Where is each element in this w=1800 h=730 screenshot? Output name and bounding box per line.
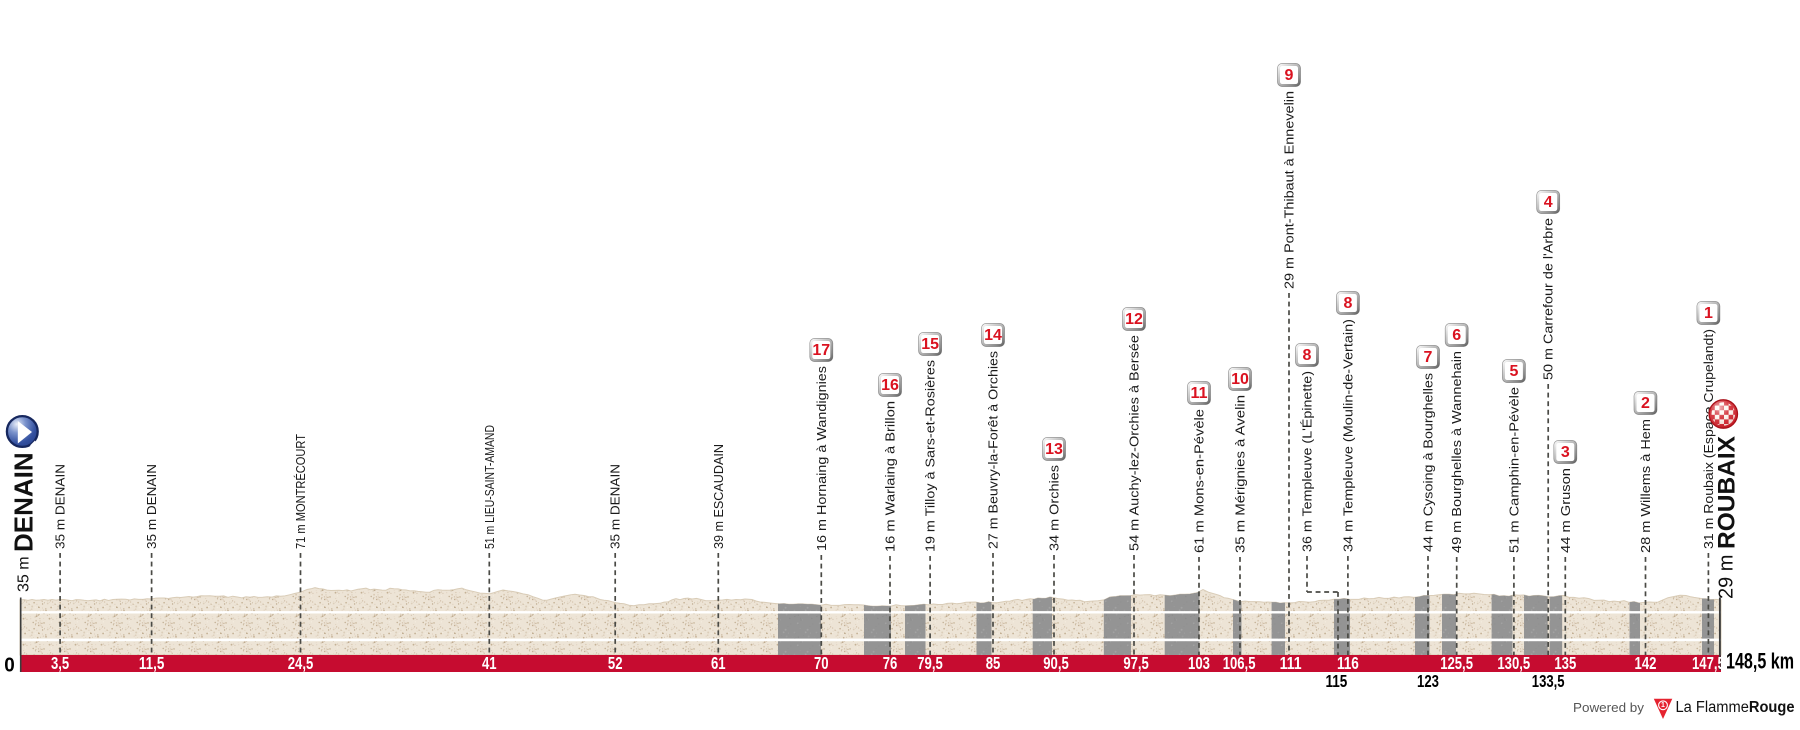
- svg-text:79,5: 79,5: [917, 653, 943, 673]
- svg-text:135: 135: [1554, 653, 1576, 673]
- svg-text:116: 116: [1337, 653, 1359, 673]
- svg-text:3,5: 3,5: [51, 653, 69, 673]
- svg-text:8: 8: [1343, 295, 1352, 312]
- svg-text:133,5: 133,5: [1532, 671, 1565, 691]
- svg-text:44 m Gruson: 44 m Gruson: [1558, 468, 1573, 553]
- svg-text:44 m Cysoing à Bourghelles: 44 m Cysoing à Bourghelles: [1421, 372, 1436, 552]
- svg-text:16 m Hornaing à Wandignies: 16 m Hornaing à Wandignies: [814, 365, 829, 551]
- svg-text:29 m ROUBAIX: 29 m ROUBAIX: [1713, 435, 1740, 599]
- svg-text:125,5: 125,5: [1440, 653, 1473, 673]
- svg-text:51 m Camphin-en-Pévèle: 51 m Camphin-en-Pévèle: [1506, 387, 1521, 553]
- svg-text:39 m ESCAUDAIN: 39 m ESCAUDAIN: [711, 444, 726, 549]
- svg-text:1: 1: [1661, 702, 1665, 709]
- svg-text:35 m DENAIN: 35 m DENAIN: [53, 464, 68, 549]
- svg-text:147,5: 147,5: [1692, 653, 1725, 673]
- svg-text:35 m DENAIN: 35 m DENAIN: [608, 464, 623, 549]
- svg-text:27 m Beuvry-la-Forêt à Orchies: 27 m Beuvry-la-Forêt à Orchies: [986, 350, 1001, 549]
- svg-text:111: 111: [1280, 653, 1302, 673]
- svg-text:142: 142: [1635, 653, 1657, 673]
- svg-text:1: 1: [1704, 305, 1713, 322]
- svg-text:14: 14: [984, 327, 1002, 344]
- svg-text:35 m DENAIN: 35 m DENAIN: [9, 452, 39, 592]
- svg-text:34 m Templeuve (Moulin-de-Vert: 34 m Templeuve (Moulin-de-Vertain): [1340, 319, 1355, 552]
- svg-text:106,5: 106,5: [1223, 653, 1256, 673]
- svg-text:61: 61: [711, 653, 726, 673]
- svg-text:31 m Roubaix (Espace Crupeland: 31 m Roubaix (Espace Crupelandt): [1701, 329, 1716, 549]
- svg-text:70: 70: [814, 653, 829, 673]
- svg-text:71 m MONTRÉCOURT: 71 m MONTRÉCOURT: [293, 434, 308, 549]
- svg-text:0: 0: [4, 654, 15, 677]
- svg-text:52: 52: [608, 653, 623, 673]
- svg-text:17: 17: [812, 342, 830, 359]
- svg-text:19 m Tilloy à Sars-et-Rosières: 19 m Tilloy à Sars-et-Rosières: [923, 359, 938, 552]
- svg-text:2: 2: [1641, 395, 1650, 412]
- svg-text:3: 3: [1561, 444, 1570, 461]
- svg-text:10: 10: [1231, 371, 1249, 388]
- svg-text:35 m DENAIN: 35 m DENAIN: [144, 464, 159, 549]
- svg-text:115: 115: [1325, 671, 1347, 691]
- svg-text:11,5: 11,5: [139, 653, 165, 673]
- svg-text:85: 85: [986, 653, 1001, 673]
- svg-text:36 m Templeuve (L'Épinette): 36 m Templeuve (L'Épinette): [1300, 371, 1315, 552]
- svg-text:148,5 km: 148,5 km: [1726, 649, 1794, 674]
- svg-text:76: 76: [883, 653, 898, 673]
- svg-text:54 m Auchy-lez-Orchies à Bersé: 54 m Auchy-lez-Orchies à Bersée: [1127, 335, 1142, 551]
- svg-text:130,5: 130,5: [1497, 653, 1530, 673]
- svg-text:11: 11: [1191, 385, 1208, 402]
- svg-text:8: 8: [1303, 347, 1312, 364]
- svg-text:61 m Mons-en-Pévèle: 61 m Mons-en-Pévèle: [1192, 409, 1207, 553]
- svg-text:41: 41: [482, 653, 497, 673]
- svg-text:15: 15: [921, 336, 939, 353]
- svg-text:16: 16: [881, 377, 899, 394]
- svg-text:51 m LIEU-SAINT-AMAND: 51 m LIEU-SAINT-AMAND: [482, 425, 497, 549]
- svg-text:Powered by: Powered by: [1573, 700, 1645, 715]
- svg-text:6: 6: [1452, 327, 1461, 344]
- svg-text:34 m Orchies: 34 m Orchies: [1047, 464, 1062, 551]
- svg-text:13: 13: [1045, 441, 1063, 458]
- svg-text:97,5: 97,5: [1123, 653, 1149, 673]
- svg-text:16 m Warlaing à Brillon: 16 m Warlaing à Brillon: [883, 401, 898, 552]
- svg-text:49 m Bourghelles à Wannehain: 49 m Bourghelles à Wannehain: [1449, 351, 1464, 553]
- svg-text:12: 12: [1125, 311, 1143, 328]
- svg-text:4: 4: [1544, 194, 1553, 211]
- svg-text:29 m Pont-Thibaut à Ennevelin: 29 m Pont-Thibaut à Ennevelin: [1282, 91, 1297, 289]
- svg-text:La FlammeRouge: La FlammeRouge: [1676, 699, 1795, 716]
- svg-text:5: 5: [1509, 363, 1518, 380]
- svg-text:24,5: 24,5: [288, 653, 314, 673]
- svg-text:9: 9: [1285, 67, 1294, 84]
- svg-text:90,5: 90,5: [1043, 653, 1069, 673]
- svg-text:103: 103: [1188, 653, 1210, 673]
- svg-text:28 m Willems à Hem: 28 m Willems à Hem: [1638, 419, 1653, 553]
- svg-text:7: 7: [1424, 349, 1433, 366]
- svg-text:123: 123: [1417, 671, 1439, 691]
- svg-text:35 m Mérignies à Avelin: 35 m Mérignies à Avelin: [1233, 395, 1248, 553]
- svg-text:50 m Carrefour de l'Arbre: 50 m Carrefour de l'Arbre: [1541, 218, 1556, 380]
